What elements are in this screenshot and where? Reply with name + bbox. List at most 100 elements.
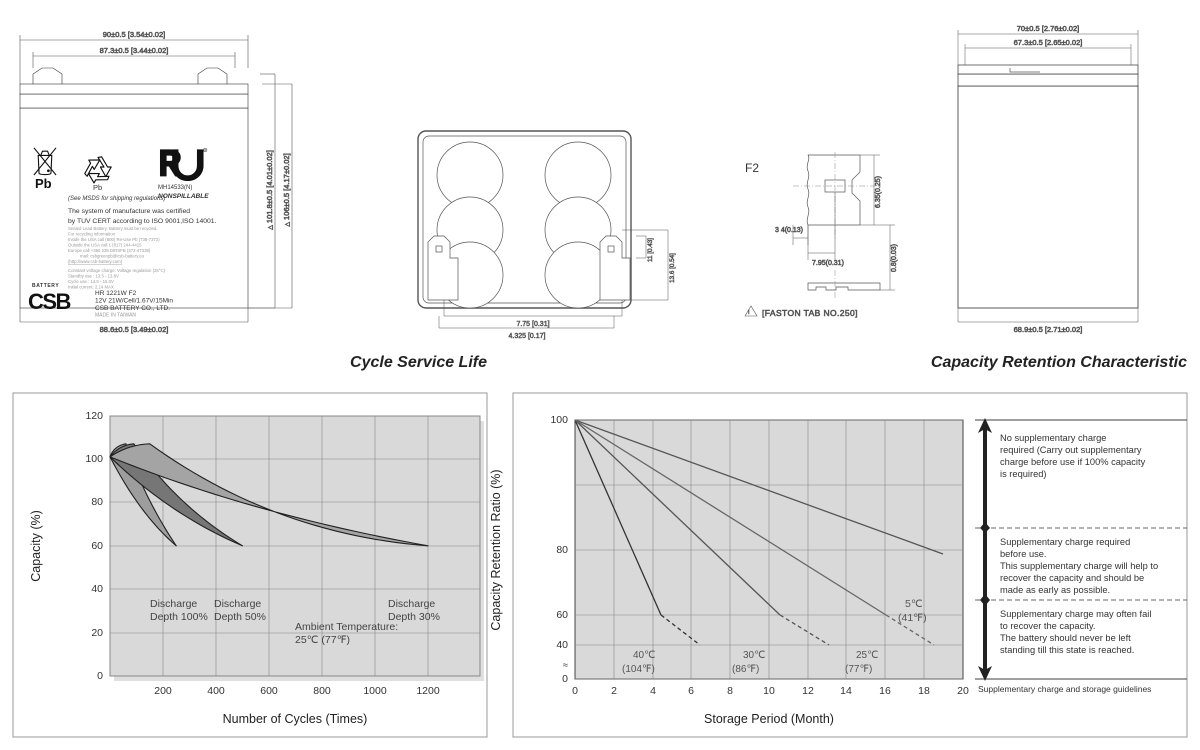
svg-text:10: 10 bbox=[763, 685, 775, 697]
svg-text:Standby use : 13.5 - 13.8V: Standby use : 13.5 - 13.8V bbox=[68, 274, 119, 279]
svg-text:Storage Period (Month): Storage Period (Month) bbox=[704, 712, 834, 726]
svg-text:Pb: Pb bbox=[93, 183, 102, 192]
svg-text:40℃: 40℃ bbox=[633, 650, 655, 661]
svg-text:87.3±0.5 [3.44±0.02]: 87.3±0.5 [3.44±0.02] bbox=[100, 46, 169, 55]
svg-text:to recover the capacity.: to recover the capacity. bbox=[1000, 621, 1095, 631]
svg-text:88.6±0.5 [3.49±0.02]: 88.6±0.5 [3.49±0.02] bbox=[100, 325, 169, 334]
svg-text:Cycle use : 14.5 - 15.0V: Cycle use : 14.5 - 15.0V bbox=[68, 279, 114, 284]
svg-text:5℃: 5℃ bbox=[905, 598, 923, 610]
svg-text:Supplementary charge may often: Supplementary charge may often fail bbox=[1000, 609, 1151, 619]
svg-text:CSB BATTERY CO., LTD.: CSB BATTERY CO., LTD. bbox=[95, 305, 170, 312]
svg-text:recover the capacity and shou: recover the capacity and should be bbox=[1000, 573, 1144, 583]
svg-text:68.9±0.5 [2.71±0.02]: 68.9±0.5 [2.71±0.02] bbox=[1014, 325, 1083, 334]
svg-text:16: 16 bbox=[879, 685, 891, 697]
svg-text:F2: F2 bbox=[745, 161, 759, 175]
svg-text:600: 600 bbox=[260, 685, 278, 697]
svg-text:200: 200 bbox=[154, 685, 172, 697]
svg-text:[FASTON TAB NO.250]: [FASTON TAB NO.250] bbox=[762, 308, 858, 318]
svg-text:(86℉): (86℉) bbox=[732, 664, 759, 675]
svg-text:30℃: 30℃ bbox=[743, 650, 765, 661]
svg-text:The battery should never be le: The battery should never be left bbox=[1000, 633, 1131, 643]
svg-text:(77℉): (77℉) bbox=[845, 664, 872, 675]
svg-text:400: 400 bbox=[207, 685, 225, 697]
svg-text:0: 0 bbox=[97, 670, 103, 682]
svg-text:!: ! bbox=[748, 310, 750, 316]
svg-text:Constant voltage charge: Volta: Constant voltage charge: Voltage regulat… bbox=[68, 268, 166, 273]
svg-text:Supplementary charge required: Supplementary charge required bbox=[1000, 537, 1130, 547]
svg-text:before use.: before use. bbox=[1000, 549, 1047, 559]
svg-text:2: 2 bbox=[611, 685, 617, 697]
svg-text:(41℉): (41℉) bbox=[898, 612, 927, 624]
svg-text:11 [0.43]: 11 [0.43] bbox=[647, 238, 654, 262]
svg-text:18: 18 bbox=[918, 685, 930, 697]
svg-text:Supplementary charge and stora: Supplementary charge and storage guideli… bbox=[978, 684, 1151, 694]
svg-text:This supplementary charge will: This supplementary charge will help to bbox=[1000, 561, 1158, 571]
svg-text:(http://www.csb-battery.com): (http://www.csb-battery.com) bbox=[68, 259, 123, 264]
svg-text:90±0.5 [3.54±0.02]: 90±0.5 [3.54±0.02] bbox=[103, 30, 165, 39]
svg-text:67.3±0.5 [2.65±0.02]: 67.3±0.5 [2.65±0.02] bbox=[1014, 38, 1083, 47]
svg-text:4: 4 bbox=[650, 685, 656, 697]
svg-text:6: 6 bbox=[688, 685, 694, 697]
svg-text:0: 0 bbox=[562, 673, 568, 685]
svg-text:(See MSDS for shipping regulat: (See MSDS for shipping regulations) bbox=[68, 196, 165, 202]
svg-text:12V 21W/Cell/1.67V/15Min: 12V 21W/Cell/1.67V/15Min bbox=[95, 298, 173, 305]
svg-text:20: 20 bbox=[91, 627, 103, 639]
svg-text:800: 800 bbox=[313, 685, 331, 697]
svg-text:20: 20 bbox=[957, 685, 969, 697]
svg-text:standing till this state is re: standing till this state is reached. bbox=[1000, 645, 1134, 655]
svg-text:≈: ≈ bbox=[563, 660, 568, 670]
svg-text:Cycle Service Life: Cycle Service Life bbox=[350, 354, 487, 371]
svg-text:Sealed Lead Battery. Battery m: Sealed Lead Battery. Battery must be rec… bbox=[68, 226, 158, 231]
svg-text:12: 12 bbox=[802, 685, 814, 697]
svg-text:60: 60 bbox=[91, 540, 103, 552]
svg-text:No supplementary charge: No supplementary charge bbox=[1000, 433, 1106, 443]
svg-text:△ 106±0.5 [4.17±0.02]: △ 106±0.5 [4.17±0.02] bbox=[282, 153, 291, 226]
svg-text:Depth 50%: Depth 50% bbox=[214, 611, 266, 623]
svg-text:Discharge: Discharge bbox=[150, 598, 197, 610]
svg-text:MH14533(N): MH14533(N) bbox=[158, 185, 192, 191]
svg-text:made as early as possible.: made as early as possible. bbox=[1000, 585, 1110, 595]
svg-text:40: 40 bbox=[556, 639, 568, 651]
svg-text:1000: 1000 bbox=[363, 685, 387, 697]
svg-text:Number of Cycles (Times): Number of Cycles (Times) bbox=[223, 712, 368, 726]
svg-text:25℃ (77℉): 25℃ (77℉) bbox=[295, 634, 350, 646]
svg-text:△ 101.8±0.5 [4.01±0.02]: △ 101.8±0.5 [4.01±0.02] bbox=[265, 150, 274, 230]
svg-text:60: 60 bbox=[556, 609, 568, 621]
svg-text:Capacity (%): Capacity (%) bbox=[29, 510, 43, 582]
svg-text:For recycling information: For recycling information bbox=[68, 232, 116, 237]
svg-text:is required): is required) bbox=[1000, 469, 1047, 479]
svg-text:Initial current: 2.14 MAX: Initial current: 2.14 MAX bbox=[68, 285, 114, 290]
svg-text:70±0.5 [2.76±0.02]: 70±0.5 [2.76±0.02] bbox=[1017, 24, 1079, 33]
svg-text:NONSPILLABLE: NONSPILLABLE bbox=[158, 193, 209, 200]
svg-text:100: 100 bbox=[85, 453, 103, 465]
svg-text:Europe call +380 235 DIRSFB: Europe call +380 235 DIRSFB (372-47338) bbox=[68, 248, 151, 253]
svg-text:8: 8 bbox=[727, 685, 733, 697]
svg-text:40: 40 bbox=[91, 583, 103, 595]
svg-text:0: 0 bbox=[572, 685, 578, 697]
svg-text:120: 120 bbox=[85, 410, 103, 422]
svg-text:80: 80 bbox=[556, 544, 568, 556]
svg-text:Pb: Pb bbox=[35, 176, 52, 191]
svg-text:1200: 1200 bbox=[416, 685, 440, 697]
svg-text:Depth 100%: Depth 100% bbox=[150, 611, 208, 623]
svg-text:Discharge: Discharge bbox=[214, 598, 261, 610]
svg-text:14: 14 bbox=[840, 685, 852, 697]
svg-text:Discharge: Discharge bbox=[388, 598, 435, 610]
svg-text:7.95(0.31): 7.95(0.31) bbox=[812, 260, 844, 267]
svg-text:HR 1221W F2: HR 1221W F2 bbox=[95, 290, 137, 297]
svg-text:Capacity Retention Characteris: Capacity Retention Characteristic bbox=[931, 354, 1187, 371]
svg-text:Outside the USA call 1 (817) 2: Outside the USA call 1 (817) 244-4415 bbox=[68, 243, 142, 248]
svg-text:4.325 [0.17]: 4.325 [0.17] bbox=[509, 333, 546, 340]
svg-text:The system of manufacture was: The system of manufacture was certified bbox=[68, 208, 190, 215]
svg-text:mail: csbgreenpb@csb-battery.: mail: csbgreenpb@csb-battery.eu bbox=[80, 254, 145, 259]
svg-text:3 4(0.13): 3 4(0.13) bbox=[775, 227, 803, 234]
svg-text:Ambient Temperature:: Ambient Temperature: bbox=[295, 621, 398, 633]
svg-text:MADE IN TAIWAN: MADE IN TAIWAN bbox=[95, 313, 136, 319]
svg-text:Capacity Retention Ratio (%): Capacity Retention Ratio (%) bbox=[489, 469, 503, 630]
svg-text:by TUV CERT according to ISO 9: by TUV CERT according to ISO 9001,ISO 14… bbox=[68, 218, 217, 225]
svg-text:(104℉): (104℉) bbox=[622, 664, 655, 675]
svg-text:CSB: CSB bbox=[28, 289, 71, 314]
svg-text:Inside the USA call (800) Re: Inside the USA call (800) Re-Use Pb (738… bbox=[68, 237, 160, 242]
svg-text:charge before use if 100% capa: charge before use if 100% capacity bbox=[1000, 457, 1146, 467]
svg-text:13.6 [0.54]: 13.6 [0.54] bbox=[669, 253, 676, 283]
